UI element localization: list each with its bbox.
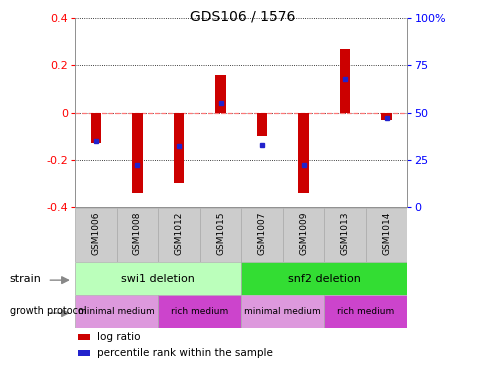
Bar [75,295,158,328]
Bar [173,113,184,183]
Text: GSM1006: GSM1006 [91,212,100,255]
Text: minimal medium: minimal medium [78,307,155,316]
Bar [158,208,199,262]
Bar [241,262,407,295]
Text: GSM1009: GSM1009 [299,212,307,255]
Text: GSM1015: GSM1015 [215,212,225,255]
Text: rich medium: rich medium [336,307,393,316]
Bar [91,113,101,143]
Text: swi1 deletion: swi1 deletion [121,273,195,284]
Bar [199,208,241,262]
Text: snf2 deletion: snf2 deletion [287,273,360,284]
Bar [380,113,391,120]
Bar [158,295,241,328]
Text: GSM1013: GSM1013 [340,212,349,255]
Bar [324,208,365,262]
Bar [117,208,158,262]
Bar [241,295,324,328]
Bar [339,49,349,113]
Text: GSM1012: GSM1012 [174,212,183,255]
Text: strain: strain [10,273,42,284]
Bar [132,113,142,193]
Text: GSM1014: GSM1014 [381,212,390,255]
Bar [78,334,90,340]
Bar [298,113,308,193]
Bar [257,113,267,136]
Bar [241,208,282,262]
Bar [75,262,241,295]
Text: log ratio: log ratio [97,332,140,341]
Text: GSM1007: GSM1007 [257,212,266,255]
Text: rich medium: rich medium [171,307,228,316]
Bar [75,208,117,262]
Bar [215,75,225,113]
Text: percentile rank within the sample: percentile rank within the sample [97,348,272,358]
Bar [282,208,324,262]
Bar [78,350,90,356]
Text: growth protocol: growth protocol [10,306,86,317]
Bar [365,208,407,262]
Text: GSM1008: GSM1008 [133,212,142,255]
Bar [324,295,407,328]
Text: GDS106 / 1576: GDS106 / 1576 [189,9,295,23]
Text: minimal medium: minimal medium [244,307,320,316]
